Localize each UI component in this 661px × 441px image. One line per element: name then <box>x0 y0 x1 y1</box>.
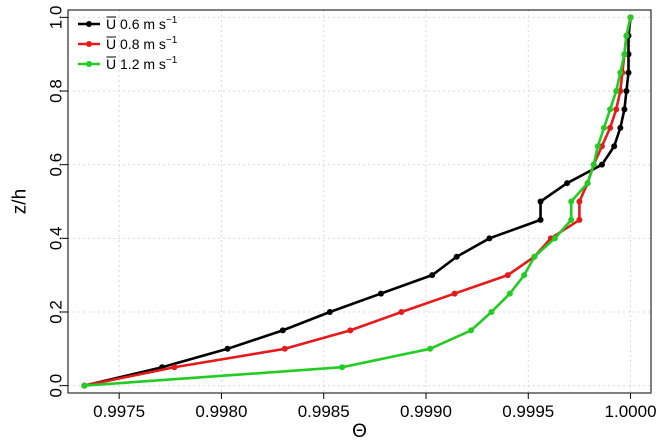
y-tick-label: 0.2 <box>47 300 66 324</box>
plot-frame <box>67 9 652 394</box>
data-point <box>347 327 354 334</box>
data-point <box>281 345 288 352</box>
x-tick-label: 0.9985 <box>298 402 350 421</box>
legend-unit: 1.2 m s <box>116 56 166 72</box>
data-point <box>613 106 620 113</box>
data-point <box>621 106 628 113</box>
y-tick-label: 0.8 <box>47 79 66 103</box>
legend-swatch-point <box>86 21 92 27</box>
data-point <box>590 161 597 168</box>
series-line-1 <box>84 17 632 387</box>
data-point <box>427 345 434 352</box>
data-point <box>537 198 544 205</box>
data-point <box>623 88 630 95</box>
data-point <box>451 290 458 297</box>
data-point <box>506 290 513 297</box>
data-point <box>600 124 607 131</box>
data-point <box>279 327 286 334</box>
series-2 <box>81 14 634 389</box>
legend-swatch-point <box>86 41 92 47</box>
data-point <box>564 180 571 187</box>
data-point <box>488 308 495 315</box>
data-point <box>537 216 544 223</box>
legend-label: U 1.2 m s−1 <box>106 55 178 72</box>
legend: U 0.6 m s−1U 0.8 m s−1U 1.2 m s−1 <box>78 15 178 72</box>
x-axis: 0.9975 0.9980 0.9985 0.9990 0.9995 1.0000 <box>93 393 657 421</box>
data-point <box>625 69 632 76</box>
legend-label: U 0.8 m s−1 <box>106 35 178 52</box>
data-point <box>377 290 384 297</box>
data-point <box>398 308 405 315</box>
data-point <box>467 327 474 334</box>
data-point <box>576 198 583 205</box>
data-point <box>584 180 591 187</box>
data-point <box>617 124 624 131</box>
data-point <box>607 106 614 113</box>
legend-item-0: U 0.6 m s−1 <box>78 15 178 32</box>
data-point <box>598 161 605 168</box>
grid <box>68 10 651 393</box>
data-point <box>326 308 333 315</box>
legend-unit: 0.6 m s <box>116 16 166 32</box>
data-point <box>486 235 493 242</box>
legend-exponent: −1 <box>166 55 178 66</box>
legend-item-1: U 0.8 m s−1 <box>78 35 178 52</box>
legend-symbol: U <box>106 36 116 52</box>
legend-symbol: U <box>106 56 116 72</box>
data-point <box>531 253 538 260</box>
data-point <box>611 143 618 150</box>
x-tick-label: 0.9990 <box>400 402 452 421</box>
data-point <box>627 14 634 21</box>
data-point <box>429 272 436 279</box>
legend-exponent: −1 <box>166 35 178 46</box>
data-point <box>504 272 511 279</box>
y-axis: 0.0 0.2 0.4 0.6 0.8 1.0 <box>47 6 68 398</box>
data-point <box>453 253 460 260</box>
data-point <box>621 51 628 58</box>
data-point <box>81 382 88 389</box>
y-axis-label: z/h <box>10 189 31 214</box>
legend-exponent: −1 <box>166 15 178 26</box>
data-point <box>339 364 346 371</box>
data-point <box>617 69 624 76</box>
series-line-0 <box>84 17 632 387</box>
legend-swatch-point <box>86 61 92 67</box>
series-layer <box>81 14 634 389</box>
data-point <box>171 364 178 371</box>
data-point <box>613 88 620 95</box>
x-tick-label: 0.9975 <box>93 402 145 421</box>
series-line-2 <box>84 17 632 387</box>
y-tick-label: 1.0 <box>47 6 66 30</box>
legend-label: U 0.6 m s−1 <box>106 15 178 32</box>
legend-unit: 0.8 m s <box>116 36 166 52</box>
x-axis-label: Θ <box>352 421 367 441</box>
data-point <box>576 216 583 223</box>
y-tick-label: 0.0 <box>47 374 66 398</box>
y-tick-label: 0.4 <box>47 227 66 251</box>
legend-symbol: U <box>106 16 116 32</box>
y-tick-label: 0.6 <box>47 153 66 177</box>
x-tick-label: 0.9980 <box>195 402 247 421</box>
x-tick-label: 0.9995 <box>502 402 554 421</box>
x-tick-label: 1.0000 <box>605 402 657 421</box>
data-point <box>594 143 601 150</box>
data-point <box>568 198 575 205</box>
data-point <box>623 32 630 39</box>
data-point <box>607 124 614 131</box>
data-point <box>224 345 231 352</box>
data-point <box>521 272 528 279</box>
legend-item-2: U 1.2 m s−1 <box>78 55 178 72</box>
data-point <box>551 235 558 242</box>
data-point <box>568 216 575 223</box>
